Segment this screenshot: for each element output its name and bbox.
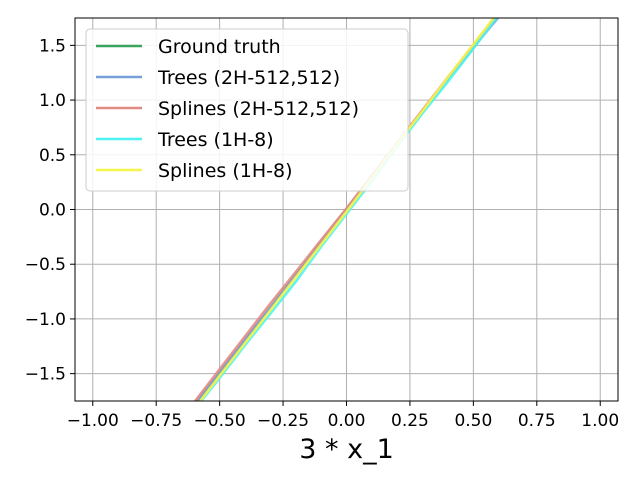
x-tick-label: −0.25 (257, 411, 309, 431)
x-tick-label: 0.00 (328, 411, 366, 431)
legend-label: Splines (1H-8) (158, 160, 293, 182)
x-axis-title: 3 * x_1 (299, 434, 394, 465)
legend-box (85, 28, 409, 192)
x-tick-label: −0.75 (130, 411, 182, 431)
series-group (193, 18, 500, 401)
y-tick-label: −0.5 (25, 255, 66, 275)
series-line-4 (199, 18, 498, 401)
x-tick-label: 0.50 (454, 411, 492, 431)
legend-label: Trees (1H-8) (157, 129, 274, 151)
y-tick-label: 1.0 (39, 91, 66, 111)
y-tick-label: 0.0 (39, 201, 66, 221)
x-tick-label: −0.50 (194, 411, 246, 431)
legend: Ground truth Trees (2H-512,512) Splines (2… (85, 28, 409, 192)
legend-label: Trees (2H-512,512) (157, 67, 340, 89)
ticks: −1.00 −0.75 −0.50 −0.25 0.00 0.25 0.50 0.75 1.00… (25, 36, 619, 431)
y-tick-label: 0.5 (39, 146, 66, 166)
legend-label: Splines (2H-512,512) (158, 98, 359, 120)
x-tick-label: 1.00 (581, 411, 619, 431)
y-tick-label: −1.0 (25, 310, 66, 330)
x-tick-label: 0.25 (391, 411, 429, 431)
y-tick-label: −1.5 (25, 365, 66, 385)
x-tick-label: 0.75 (518, 411, 556, 431)
legend-label: Ground truth (158, 36, 281, 58)
y-tick-label: 1.5 (39, 36, 66, 56)
series-line-5 (198, 18, 496, 401)
x-tick-label: −1.00 (67, 411, 119, 431)
